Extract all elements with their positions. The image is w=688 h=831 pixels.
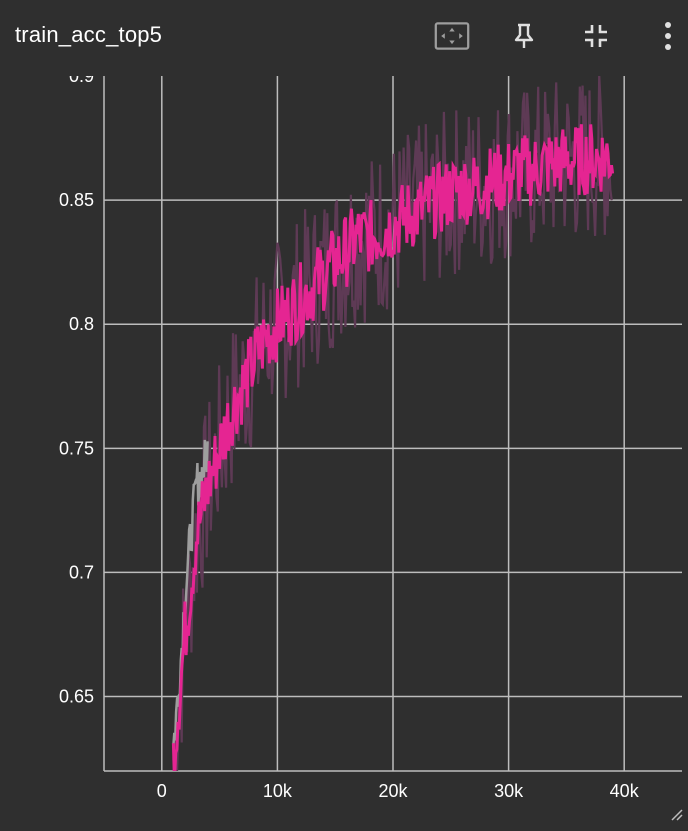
more-options-button[interactable] [650,18,686,54]
smoothed-series-line [171,124,615,771]
y-tick-label: 0.85 [59,190,94,210]
y-tick-label: 0.7 [69,562,94,582]
collapse-icon [585,25,607,47]
y-tick-label: 0.65 [59,687,94,707]
series-layer [171,76,615,771]
chart-title: train_acc_top5 [15,22,163,47]
resize-handle-icon[interactable] [671,809,683,821]
fit-domain-icon [434,22,470,50]
y-tick-label-partial: 0.9 [69,66,94,86]
x-tick-label: 30k [494,781,524,801]
y-tick-label: 0.75 [59,438,94,458]
x-tick-label: 20k [378,781,408,801]
fit-domain-button[interactable] [434,18,470,54]
collapse-button[interactable] [578,18,614,54]
pin-button[interactable] [506,18,542,54]
tick-labels: 0 10k 20k 30k 40k 0.65 0.7 0.75 0.8 0.85 0.9 [59,66,640,801]
x-tick-label: 10k [263,781,293,801]
pin-icon [514,23,534,48]
y-tick-label: 0.8 [69,314,94,334]
x-tick-label: 40k [610,781,640,801]
x-tick-label: 0 [157,781,167,801]
card-header: train_acc_top5 [0,0,688,70]
more-vert-icon [665,22,671,50]
raw-series-line [172,76,613,771]
